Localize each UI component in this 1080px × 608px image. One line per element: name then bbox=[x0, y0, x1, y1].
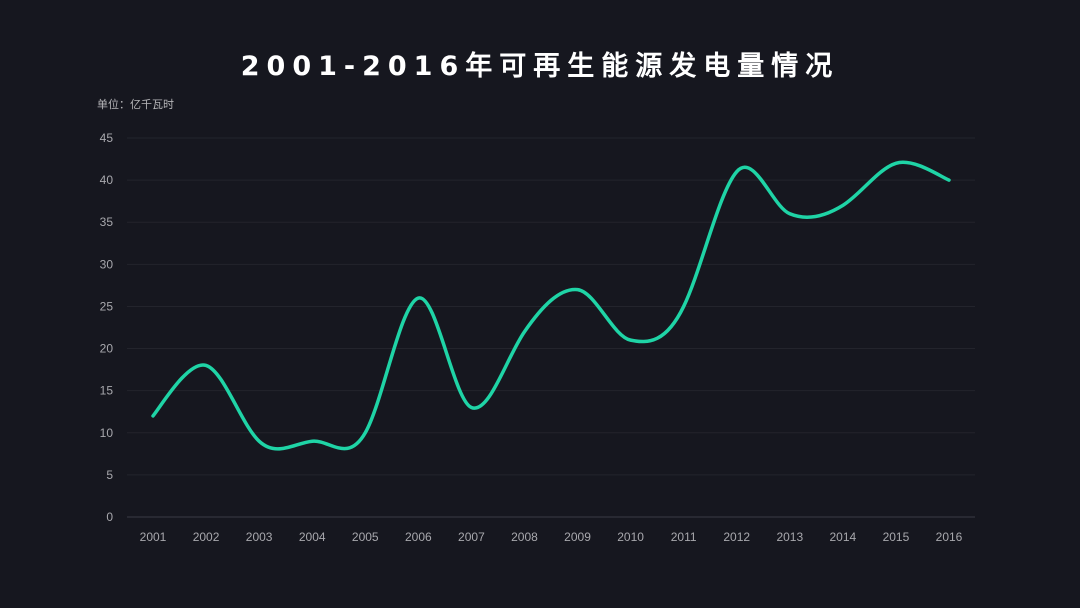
y-tick-label: 5 bbox=[106, 468, 113, 482]
x-tick-label: 2005 bbox=[352, 530, 379, 544]
x-tick-label: 2002 bbox=[193, 530, 220, 544]
y-tick-label: 15 bbox=[100, 384, 114, 398]
y-tick-label: 20 bbox=[100, 342, 114, 356]
x-tick-label: 2011 bbox=[671, 530, 697, 544]
x-tick-label: 2016 bbox=[936, 530, 963, 544]
x-tick-label: 2015 bbox=[883, 530, 910, 544]
chart-title: 2001-2016年可再生能源发电量情况 bbox=[240, 51, 840, 82]
unit-label: 单位：亿千瓦时 bbox=[97, 98, 174, 111]
y-tick-label: 35 bbox=[100, 215, 114, 229]
series-line bbox=[151, 160, 951, 451]
y-tick-label: 10 bbox=[100, 426, 114, 440]
y-tick-label: 0 bbox=[106, 510, 113, 524]
x-tick-label: 2006 bbox=[405, 530, 432, 544]
y-tick-label: 45 bbox=[100, 131, 114, 145]
x-tick-label: 2003 bbox=[246, 530, 273, 544]
x-tick-label: 2012 bbox=[723, 530, 750, 544]
y-tick-label: 25 bbox=[100, 299, 114, 313]
x-tick-label: 2013 bbox=[776, 530, 803, 544]
x-tick-label: 2009 bbox=[564, 530, 591, 544]
x-tick-label: 2010 bbox=[617, 530, 644, 544]
x-tick-label: 2001 bbox=[140, 530, 167, 544]
x-tick-label: 2014 bbox=[830, 530, 857, 544]
y-tick-label: 40 bbox=[100, 173, 114, 187]
x-tick-label: 2008 bbox=[511, 530, 538, 544]
x-tick-label: 2004 bbox=[299, 530, 326, 544]
x-tick-label: 2007 bbox=[458, 530, 485, 544]
y-tick-label: 30 bbox=[100, 257, 114, 271]
